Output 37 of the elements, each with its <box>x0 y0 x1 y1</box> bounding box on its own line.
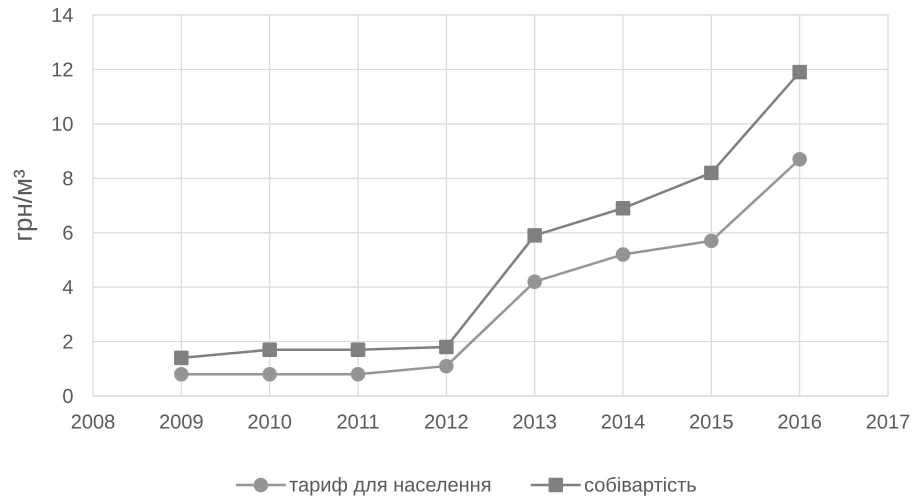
y-tick-label: 12 <box>52 62 72 76</box>
point <box>174 350 189 366</box>
point <box>704 166 719 180</box>
x-tick-label: 2016 <box>778 414 822 429</box>
point <box>174 366 189 382</box>
point <box>439 358 454 374</box>
x-tick-label: 2015 <box>690 414 733 429</box>
x-tick-label: 2010 <box>248 414 292 429</box>
y-tick-label: 10 <box>52 116 73 131</box>
legend-label: собівартість <box>584 476 696 496</box>
point <box>527 274 542 289</box>
point <box>792 64 807 80</box>
x-tick-label: 2009 <box>160 414 203 429</box>
x-tick-label: 2017 <box>866 414 910 429</box>
y-tick-label: 6 <box>63 226 73 240</box>
x-tick-label: 2008 <box>72 414 114 429</box>
y-axis-title: грн/м³ <box>12 170 38 240</box>
point <box>262 342 277 357</box>
point <box>439 340 454 354</box>
point <box>704 234 719 248</box>
point <box>616 247 630 262</box>
point <box>527 228 542 243</box>
point <box>262 366 277 382</box>
y-tick-label: 14 <box>52 8 73 22</box>
y-tick-label: 4 <box>62 280 73 294</box>
y-tick-label: 2 <box>63 334 72 349</box>
x-tick-label: 2012 <box>425 414 468 429</box>
x-tick-label: 2013 <box>513 414 556 429</box>
legend-label: тариф для населення <box>289 477 490 496</box>
y-tick-label: 0 <box>63 388 73 404</box>
point <box>350 342 366 357</box>
x-tick-label: 2014 <box>602 414 645 429</box>
point <box>616 200 630 216</box>
point <box>350 366 366 382</box>
y-tick-label: 8 <box>63 171 73 186</box>
point <box>792 152 807 166</box>
x-tick-label: 2011 <box>338 414 379 429</box>
